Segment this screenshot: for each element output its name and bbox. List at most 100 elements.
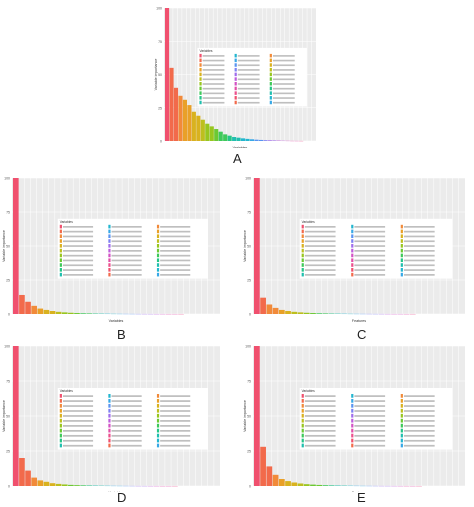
legend-entry [354, 434, 386, 437]
legend-swatch [199, 96, 202, 100]
bar [272, 140, 277, 141]
legend-swatch [301, 258, 304, 263]
legend-entry [160, 415, 191, 417]
y-tick-label: 100 [245, 177, 251, 181]
legend-entry [111, 429, 142, 432]
legend-entry [62, 240, 94, 243]
bar [297, 312, 304, 314]
legend-swatch [301, 268, 304, 272]
y-tick-label: 75 [158, 40, 162, 44]
bar [278, 479, 285, 486]
legend-swatch [199, 91, 202, 95]
legend-entry [304, 410, 336, 412]
legend-entry [237, 59, 260, 62]
legend-swatch [400, 398, 403, 403]
legend-entry [202, 101, 225, 104]
bar [316, 313, 323, 314]
legend-swatch [400, 268, 403, 272]
legend-entry [62, 400, 94, 402]
bar [245, 138, 250, 141]
legend-entry [62, 269, 94, 271]
legend-swatch [59, 239, 62, 243]
legend-entry [354, 269, 386, 271]
legend-title: Variables [60, 389, 73, 393]
legend-swatch [156, 408, 160, 413]
bar [266, 466, 273, 486]
legend-entry [160, 264, 191, 267]
legend-entry [304, 235, 336, 238]
chart-a: 0 25 50 75 100 Variable importance Variables Va… [154, 7, 316, 148]
legend-swatch [400, 408, 403, 413]
legend-swatch [156, 438, 160, 443]
bar [267, 140, 272, 141]
legend-swatch [199, 58, 202, 63]
legend-entry [62, 250, 94, 252]
legend-entry [237, 83, 260, 85]
legend-swatch [234, 53, 237, 58]
bar [322, 313, 329, 314]
y-tick-label: 0 [249, 485, 251, 489]
legend-entry [160, 405, 191, 407]
legend-swatch [234, 86, 237, 91]
legend-box [299, 388, 453, 450]
legend-entry [304, 269, 336, 271]
legend-swatch [59, 263, 62, 267]
legend-entry [354, 274, 386, 276]
legend-entry [62, 226, 94, 228]
legend-swatch [269, 86, 272, 91]
bar [37, 308, 44, 314]
legend-box [57, 218, 208, 279]
legend-swatch [301, 224, 304, 229]
legend-entry [304, 420, 336, 422]
bar [266, 304, 273, 314]
legend-swatch [156, 394, 160, 398]
legend-entry [160, 400, 191, 402]
bar [19, 458, 25, 486]
legend-entry [304, 429, 336, 432]
bar [263, 140, 268, 141]
legend-entry [160, 429, 191, 432]
bar [227, 135, 232, 141]
legend-swatch [156, 258, 160, 263]
legend-swatch [234, 72, 237, 77]
legend-entry [111, 434, 142, 437]
legend-entry [354, 429, 386, 432]
bar [310, 313, 316, 314]
legend-entry [403, 429, 435, 432]
bar [316, 484, 323, 486]
y-tick-label: 0 [8, 485, 10, 489]
x-axis-label: Variables [109, 319, 124, 322]
legend-entry [202, 73, 225, 76]
legend-entry [354, 230, 386, 233]
legend-swatch [59, 224, 62, 229]
legend-entry [111, 439, 142, 442]
bar [303, 484, 310, 486]
legend-entry [354, 254, 386, 257]
legend-swatch [108, 234, 111, 239]
y-tick-label: 75 [247, 380, 251, 384]
y-axis-label: Variable importance [243, 230, 247, 262]
x-axis-label: Features [352, 491, 366, 492]
legend-entry [62, 230, 94, 233]
legend-entry [237, 101, 260, 104]
y-tick-label: 0 [249, 313, 251, 317]
legend-entry [304, 395, 336, 397]
bar [31, 477, 37, 486]
bar [13, 178, 19, 314]
legend-swatch [400, 258, 403, 263]
legend-entry [202, 69, 225, 71]
legend-swatch [269, 82, 272, 86]
legend-swatch [351, 248, 354, 253]
legend-entry [111, 245, 142, 247]
legend-swatch [301, 418, 304, 423]
legend-swatch [301, 403, 304, 408]
legend-swatch [269, 96, 272, 100]
panel-a: 0 25 50 75 100 Variable importance Variables Va… [146, 2, 322, 148]
legend-entry [111, 410, 142, 412]
legend-swatch [351, 394, 354, 398]
legend-swatch [234, 58, 237, 63]
y-tick-label: 25 [247, 450, 251, 454]
legend-swatch [301, 423, 304, 428]
legend-swatch [400, 428, 403, 433]
legend-swatch [351, 234, 354, 239]
